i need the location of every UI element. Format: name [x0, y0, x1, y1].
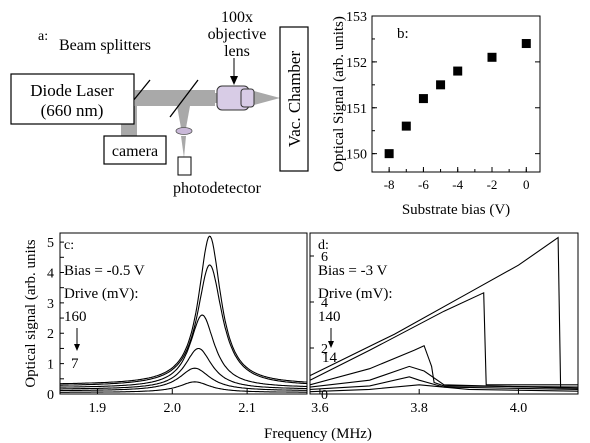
- y-axis-label: Optical Signal (arb. units): [331, 16, 347, 172]
- panel-d-label: d:: [318, 238, 329, 253]
- x-tick-label: 3.8: [410, 401, 428, 416]
- vacuum-chamber-label: Vac. Chamber: [285, 51, 304, 148]
- data-point: [418, 94, 428, 104]
- y-tick-label: 152: [346, 56, 367, 71]
- drive-bottom-value: 7: [71, 356, 79, 372]
- y-tick-label: 4: [321, 296, 328, 311]
- y-tick-label: 0: [47, 388, 54, 403]
- data-point: [453, 66, 463, 76]
- y-axis-label: Optical signal (arb. units: [23, 239, 39, 387]
- y-tick-label: 153: [346, 10, 367, 25]
- y-tick-label: 151: [346, 102, 367, 117]
- x-tick-label: 2.1: [238, 401, 256, 416]
- x-tick-label: -2: [487, 177, 498, 192]
- panel-b-label: b:: [397, 26, 409, 42]
- data-point: [521, 39, 531, 49]
- detector-lens: [175, 127, 193, 135]
- data-point: [384, 149, 394, 159]
- response-curve: [309, 376, 579, 390]
- y-tick-label: 150: [346, 148, 367, 163]
- bias-label: Bias = -0.5 V: [64, 263, 145, 279]
- drive-bottom-value: 14: [322, 350, 338, 366]
- laser-label-line2: (660 nm): [41, 101, 104, 120]
- resonance-curve: [60, 235, 308, 385]
- drive-arrowhead: [74, 344, 80, 351]
- y-tick-label: 6: [321, 250, 328, 265]
- panel-a-label: a:: [38, 29, 48, 44]
- response-curve: [309, 236, 578, 388]
- x-tick-label: 1.9: [89, 401, 107, 416]
- detector-beam-lower: [181, 136, 186, 158]
- panel-c-label: c:: [64, 238, 74, 253]
- response-curve: [309, 365, 579, 389]
- laser-label-line1: Diode Laser: [30, 81, 114, 100]
- drive-label: Drive (mV):: [64, 286, 139, 302]
- resonance-curve: [60, 314, 308, 388]
- vacuum-chamber-box: [279, 26, 309, 172]
- drive-label: Drive (mV):: [318, 286, 393, 302]
- beam-splitter-2: [169, 79, 199, 118]
- data-point: [401, 121, 411, 131]
- photodetector-box: [177, 156, 192, 176]
- y-tick-label: 2: [47, 327, 54, 342]
- resonance-curve: [60, 264, 308, 386]
- detector-beam-upper: [177, 106, 190, 128]
- data-point: [436, 80, 446, 90]
- x-tick-label: -6: [418, 177, 429, 192]
- panel-d-frame: [309, 232, 579, 395]
- objective-label-line3: lens: [224, 43, 250, 60]
- resonance-curve: [60, 381, 307, 393]
- x-axis-label: Substrate bias (V): [402, 202, 510, 218]
- resonance-curve: [60, 367, 307, 392]
- response-curve: [309, 291, 578, 386]
- laser-beam-segment-2: [212, 93, 220, 103]
- y-tick-label: 1: [47, 358, 54, 373]
- response-curve: [309, 384, 579, 393]
- objective-label-line1: 100x: [221, 9, 253, 26]
- x-axis-label: Frequency (MHz): [264, 426, 372, 442]
- x-tick-label: 4.0: [510, 401, 528, 416]
- objective-label-line2: objective: [208, 26, 267, 43]
- x-tick-label: -8: [384, 177, 395, 192]
- diode-laser-box: [10, 73, 135, 125]
- panel-b-frame: [371, 15, 541, 173]
- x-tick-label: -4: [452, 177, 463, 192]
- focused-beam: [254, 91, 280, 105]
- camera-box: [103, 135, 167, 165]
- y-tick-label: 3: [47, 297, 54, 312]
- data-point: [487, 52, 497, 62]
- camera-label: camera: [112, 143, 158, 160]
- bias-label: Bias = -3 V: [318, 263, 388, 279]
- objective-arrowhead: [230, 76, 238, 85]
- laser-beam-segment-1: [135, 90, 215, 106]
- response-curve: [309, 344, 579, 388]
- panel-c-chart: 1.9 2.0 2.1 0 1 2 3 4 5 c: Bias = -0.5 V Drive (mV)…: [23, 232, 308, 416]
- y-tick-label: 2: [321, 342, 328, 357]
- resonance-curve: [60, 347, 307, 390]
- panel-b-chart: -8 -6 -4 -2 0 150 151 152 153 b: Substrate bias (V…: [331, 10, 541, 218]
- y-tick-label: 4: [47, 266, 54, 281]
- beam-splitters-label: Beam splitters: [59, 37, 151, 54]
- panel-c-frame: [59, 232, 308, 395]
- y-tick-label: 5: [47, 236, 54, 251]
- photodetector-label: photodetector: [173, 180, 262, 197]
- drive-top-value: 160: [64, 309, 87, 325]
- x-tick-label: 0: [523, 177, 530, 192]
- objective-lens-tip: [240, 88, 255, 108]
- drive-arrowhead: [328, 341, 334, 348]
- x-tick-label: 2.0: [164, 401, 182, 416]
- y-tick-label: 0: [321, 388, 328, 403]
- panel-d-chart: 3.6 3.8 4.0 0 2 4 6d: Bias = -3 V Drive (mV): 140…: [264, 232, 579, 442]
- panel-a-setup-diagram: a: Beam splitters 100x objective lens Di…: [10, 9, 309, 197]
- drive-top-value: 140: [318, 309, 341, 325]
- x-tick-label: 3.6: [311, 401, 329, 416]
